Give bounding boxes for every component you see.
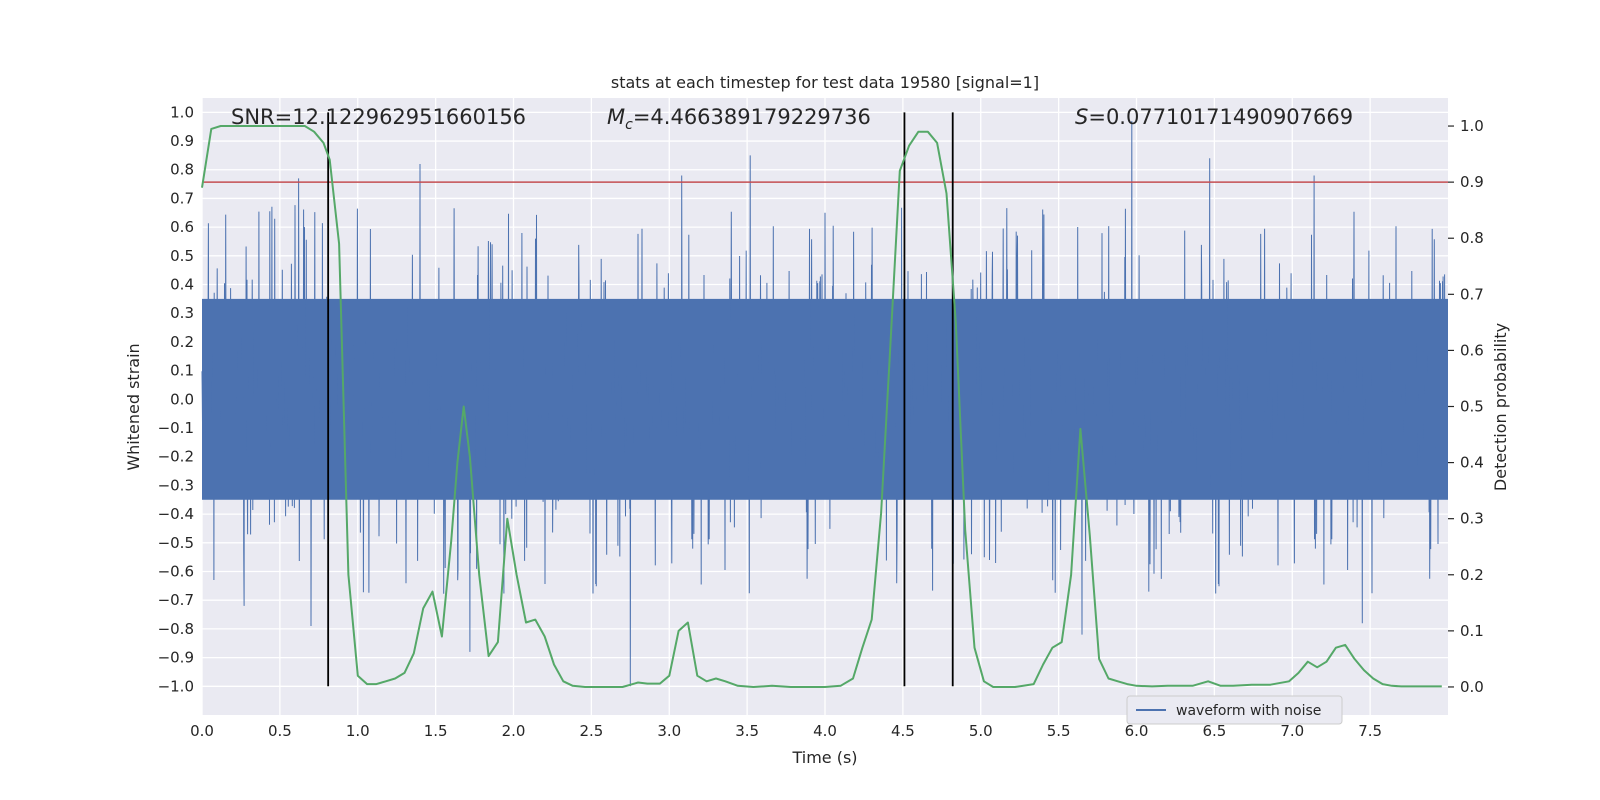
x-tick-label: 5.0 — [969, 722, 993, 740]
y-right-tick-label: 0.3 — [1460, 510, 1484, 528]
y-left-tick-label: −0.2 — [158, 448, 194, 466]
x-tick-label: 7.0 — [1280, 722, 1304, 740]
y-left-tick-label: 1.0 — [170, 103, 194, 121]
x-tick-label: 6.5 — [1202, 722, 1226, 740]
y-left-tick-label: 0.5 — [170, 247, 194, 265]
x-tick-label: 0.5 — [268, 722, 292, 740]
y-left-axis-label: Whitened strain — [124, 343, 143, 470]
chart-title: stats at each timestep for test data 195… — [611, 73, 1039, 92]
y-left-tick-label: 0.4 — [170, 276, 194, 294]
waveform-series — [201, 120, 1448, 687]
y-left-tick-label: −0.9 — [158, 649, 194, 667]
x-tick-label: 1.5 — [424, 722, 448, 740]
legend-box — [1126, 695, 1343, 725]
y-right-tick-label: 0.7 — [1460, 285, 1484, 303]
y-left-tick-label: −1.0 — [158, 677, 194, 695]
y-left-tick-label: 0.7 — [170, 189, 194, 207]
y-right-tick-label: 0.5 — [1460, 398, 1484, 416]
chirp-mass-subscript: c — [625, 117, 633, 133]
x-axis-label: Time (s) — [791, 748, 857, 767]
y-right-axis-ticks: 1.0 0.9 0.8 0.7 0.6 0.5 0.4 0.3 0.2 0.1 0.0 — [1448, 117, 1484, 696]
x-tick-label: 5.5 — [1047, 722, 1071, 740]
y-left-tick-label: 0.2 — [170, 333, 194, 351]
y-left-tick-label: −0.1 — [158, 419, 194, 437]
legend-waveform-label: waveform with noise — [1176, 703, 1321, 719]
y-left-tick-label: 0.3 — [170, 304, 194, 322]
y-left-tick-label: −0.7 — [158, 591, 194, 609]
y-right-tick-label: 0.1 — [1460, 622, 1484, 640]
x-axis-ticks: 0.0 0.5 1.0 1.5 2.0 2.5 3.0 3.5 4.0 4.5 5.0 5.5 6.0 6… — [190, 722, 1382, 740]
y-left-tick-label: −0.8 — [158, 620, 194, 638]
x-tick-label: 4.5 — [891, 722, 915, 740]
y-right-tick-label: 0.6 — [1460, 341, 1484, 359]
y-right-tick-label: 0.9 — [1460, 173, 1484, 191]
x-tick-label: 2.0 — [502, 722, 526, 740]
chirp-mass-symbol: M — [607, 105, 625, 129]
y-left-tick-label: 0.8 — [170, 161, 194, 179]
y-right-tick-label: 0.8 — [1460, 229, 1484, 247]
snr-annotation: SNR=12.122962951660156 — [231, 105, 526, 129]
y-left-tick-label: 0.1 — [170, 362, 194, 380]
y-right-axis-label: Detection probability — [1491, 323, 1510, 491]
s-annotation: S=0.07710171490907669 — [1075, 105, 1353, 129]
y-left-axis-ticks: 1.0 0.9 0.8 0.7 0.6 0.5 0.4 0.3 0.2 0.1 0.0 −0.1 −0.… — [158, 103, 194, 695]
x-tick-label: 3.0 — [657, 722, 681, 740]
x-tick-label: 3.5 — [735, 722, 759, 740]
y-left-tick-label: −0.5 — [158, 534, 194, 552]
y-left-tick-label: 0.0 — [170, 390, 194, 408]
x-tick-label: 2.5 — [579, 722, 603, 740]
chirp-mass-annotation: Mc=4.466389179229736 — [607, 105, 871, 133]
y-left-tick-label: 0.6 — [170, 218, 194, 236]
x-tick-label: 1.0 — [346, 722, 370, 740]
legend: waveform with noise — [1126, 695, 1343, 725]
y-right-tick-label: 0.4 — [1460, 454, 1484, 472]
chirp-mass-value: =4.466389179229736 — [633, 105, 871, 129]
x-tick-label: 0.0 — [190, 722, 214, 740]
waveform-line — [201, 120, 1448, 687]
y-right-tick-label: 0.0 — [1460, 678, 1484, 696]
vertical-markers — [327, 112, 954, 687]
probability-series — [201, 125, 1442, 688]
s-symbol: S — [1075, 105, 1088, 129]
x-tick-label: 6.0 — [1125, 722, 1149, 740]
x-tick-label: 4.0 — [813, 722, 837, 740]
y-left-tick-label: −0.6 — [158, 563, 194, 581]
probability-line — [201, 125, 1442, 688]
y-left-tick-label: −0.3 — [158, 476, 194, 494]
x-tick-label: 7.5 — [1358, 722, 1382, 740]
y-left-tick-label: −0.4 — [158, 505, 194, 523]
s-value: =0.07710171490907669 — [1088, 105, 1353, 129]
y-right-tick-label: 0.2 — [1460, 566, 1484, 584]
y-right-tick-label: 1.0 — [1460, 117, 1484, 135]
y-left-tick-label: 0.9 — [170, 132, 194, 150]
